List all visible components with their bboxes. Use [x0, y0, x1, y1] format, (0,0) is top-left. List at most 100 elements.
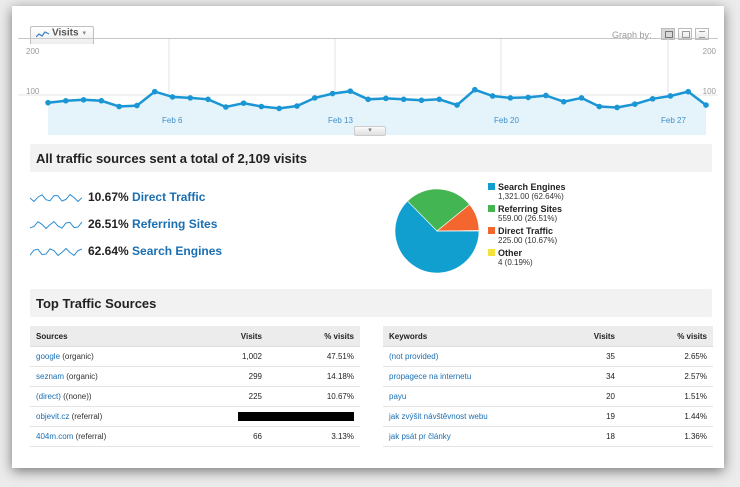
- pct-visits-cell: 47.51%: [268, 346, 360, 367]
- pct-visits-cell: 1.51%: [621, 386, 713, 407]
- visits-point[interactable]: [578, 95, 585, 101]
- visits-point[interactable]: [116, 103, 122, 110]
- visits-point[interactable]: [98, 97, 105, 104]
- source-cell: 404m.com (referral): [30, 426, 196, 447]
- visits-cell: 35: [549, 346, 621, 367]
- visits-point[interactable]: [436, 96, 443, 103]
- graph-by-week-button[interactable]: [678, 28, 692, 40]
- pie-legend: Search Engines 1,321.00 (62.64%) Referring…: [488, 182, 566, 270]
- visits-point[interactable]: [507, 95, 514, 101]
- keyword-link[interactable]: jak zvýšit návštěvnost webu: [389, 412, 488, 421]
- column-header-pct-visits[interactable]: % visits: [268, 326, 360, 347]
- visits-point[interactable]: [223, 104, 229, 110]
- column-header-visits[interactable]: Visits: [549, 326, 621, 347]
- keyword-link[interactable]: jak psát pr články: [389, 432, 451, 441]
- visits-point[interactable]: [169, 94, 176, 100]
- visits-point[interactable]: [151, 88, 158, 95]
- pie-slice-other[interactable]: [436, 230, 480, 232]
- graph-by-day-button[interactable]: [661, 28, 675, 40]
- metric-link[interactable]: Referring Sites: [132, 217, 218, 231]
- top-sources-title: Top Traffic Sources: [36, 296, 157, 311]
- visits-cell: 34: [549, 366, 621, 387]
- pie-slice-search-engines[interactable]: [394, 200, 480, 274]
- metric-link[interactable]: Search Engines: [132, 244, 223, 258]
- visits-point[interactable]: [418, 97, 425, 104]
- column-header-keywords[interactable]: Keywords: [383, 326, 549, 347]
- keyword-cell: jak zvýšit návštěvnost webu: [383, 406, 549, 427]
- graph-collapse-handle[interactable]: ▾: [354, 126, 386, 136]
- y-axis-top-right: 200: [702, 47, 716, 56]
- keyword-link[interactable]: propagece na internetu: [389, 372, 472, 381]
- source-link[interactable]: google: [36, 352, 61, 361]
- visits-point[interactable]: [383, 95, 389, 102]
- visits-point[interactable]: [365, 96, 371, 103]
- visits-point[interactable]: [525, 94, 531, 101]
- visits-point[interactable]: [258, 103, 265, 110]
- visits-point[interactable]: [134, 102, 140, 109]
- visits-point[interactable]: [560, 98, 567, 105]
- legend-detail: 1,321.00 (62.64%): [498, 192, 564, 201]
- visits-point[interactable]: [472, 86, 478, 93]
- graph-by-month-button[interactable]: [695, 28, 709, 40]
- visits-point[interactable]: [400, 96, 407, 103]
- sparkline-icon: [29, 220, 83, 230]
- visits-point[interactable]: [454, 102, 460, 108]
- visits-point[interactable]: [80, 97, 87, 103]
- keyword-link[interactable]: payu: [389, 392, 407, 401]
- visits-point[interactable]: [240, 100, 247, 106]
- visits-line-chart: [18, 39, 718, 135]
- graph-by-label: Graph by:: [612, 30, 652, 40]
- legend-detail: 4 (0.19%): [498, 258, 533, 267]
- visits-point[interactable]: [311, 95, 318, 101]
- y-axis-top-left: 200: [26, 47, 40, 56]
- visits-point[interactable]: [62, 97, 69, 104]
- column-header-pct-visits[interactable]: % visits: [621, 326, 713, 347]
- visits-point[interactable]: [276, 105, 282, 112]
- sparkline-icon: [29, 247, 83, 256]
- source-link[interactable]: (direct): [36, 392, 61, 401]
- keyword-cell: payu: [383, 386, 549, 407]
- visits-point[interactable]: [614, 104, 620, 111]
- keywords-table: Keywords Visits % visits (not provided) 3…: [383, 326, 713, 447]
- visits-point[interactable]: [596, 103, 603, 110]
- month-icon: [699, 31, 705, 38]
- week-icon: [682, 31, 690, 38]
- visits-point[interactable]: [543, 92, 549, 99]
- visits-point[interactable]: [294, 103, 300, 109]
- metric-link[interactable]: Direct Traffic: [132, 190, 206, 204]
- metric-selector-label: Visits: [52, 27, 79, 39]
- visits-point[interactable]: [205, 96, 211, 103]
- source-link[interactable]: seznam: [36, 372, 65, 381]
- visits-point[interactable]: [632, 101, 638, 107]
- redaction-bar: [238, 412, 354, 421]
- keyword-link[interactable]: (not provided): [389, 352, 439, 361]
- legend-item: Search Engines 1,321.00 (62.64%): [488, 182, 566, 201]
- table-row: payu 20 1.51%: [383, 386, 713, 407]
- column-header-visits[interactable]: Visits: [196, 326, 268, 347]
- legend-swatch: [488, 205, 495, 212]
- legend-detail: 559.00 (26.51%): [498, 214, 558, 223]
- source-link[interactable]: 404m.com: [36, 432, 74, 441]
- metric-row: 10.67% Direct Traffic: [29, 190, 206, 206]
- column-header-sources[interactable]: Sources: [30, 326, 196, 347]
- metric-percentage: 62.64%: [88, 244, 129, 258]
- visits-point[interactable]: [329, 90, 336, 97]
- visits-cell: 66: [196, 426, 268, 447]
- pct-visits-cell: 14.18%: [268, 366, 360, 387]
- visits-point[interactable]: [685, 88, 692, 95]
- visits-point[interactable]: [347, 88, 354, 94]
- visits-point[interactable]: [187, 95, 194, 101]
- chevron-down-icon: ▾: [82, 30, 87, 37]
- metric-selector-button[interactable]: Visits ▾: [30, 26, 94, 44]
- source-cell: objevit.cz (referral): [30, 406, 196, 427]
- source-medium: (organic): [60, 352, 94, 361]
- visits-point[interactable]: [45, 99, 51, 106]
- visits-point[interactable]: [703, 102, 709, 108]
- legend-swatch: [488, 227, 495, 234]
- y-axis-mid-right: 100: [702, 87, 716, 96]
- visits-point[interactable]: [667, 93, 674, 99]
- visits-point[interactable]: [489, 93, 496, 99]
- visits-point[interactable]: [649, 96, 656, 102]
- pie-slice-referring-sites[interactable]: [407, 188, 471, 232]
- source-link[interactable]: objevit.cz: [36, 412, 70, 421]
